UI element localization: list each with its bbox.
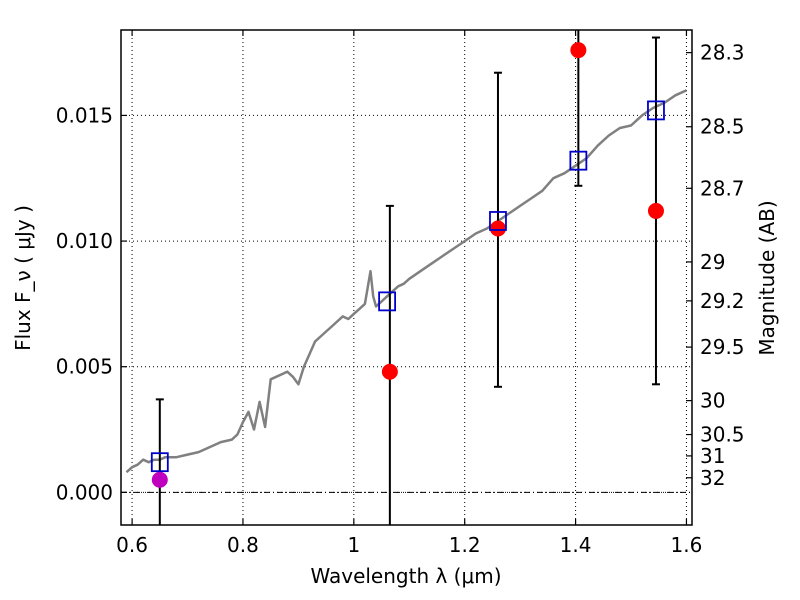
x-tick-label: 0.8 (227, 533, 259, 557)
data-point-square (569, 150, 588, 171)
y-tick-label: 0.010 (56, 229, 113, 253)
y-right-tick-label: 29 (700, 250, 725, 274)
y-right-tick-label: 28.3 (700, 41, 745, 65)
y-tick-label: 0.005 (56, 355, 113, 379)
data-point (381, 363, 398, 380)
x-tick-label: 1.2 (449, 533, 481, 557)
plot-frame (120, 29, 693, 526)
x-tick-label: 0.6 (116, 533, 148, 557)
y-axis-title: Flux F_ν ( μJy ) (11, 205, 35, 351)
grid-layer (121, 30, 692, 525)
y-right-tick-label: 30.5 (700, 423, 745, 447)
data-point-square (489, 211, 507, 231)
y-right-tick-label: 28.5 (700, 115, 745, 139)
x-axis-title: Wavelength λ (μm) (310, 564, 501, 588)
data-point (151, 471, 168, 488)
x-tick-label: 1 (347, 533, 360, 557)
y-right-tick-label: 29.5 (700, 335, 745, 359)
y-right-tick-label: 32 (700, 466, 725, 490)
y-right-tick-label: 30 (700, 389, 725, 413)
marker-layer (150, 42, 665, 488)
data-point-square (647, 100, 665, 121)
tick-label-layer: 0.6 0.8 1 1.2 1.4 1.6 0.000 0.005 0.010 0.015 28.3… (56, 41, 745, 557)
x-tick-label: 1.6 (671, 533, 703, 557)
y-tick-label: 0.015 (56, 103, 113, 127)
data-point-square (150, 452, 169, 473)
data-point (570, 42, 587, 59)
sed-model-line (125, 89, 688, 474)
tick-layer (121, 30, 692, 525)
sed-model-layer (125, 89, 688, 474)
y-right-tick-label: 29.2 (700, 289, 745, 313)
y-right-tick-label: 28.7 (700, 176, 745, 200)
data-point (647, 202, 664, 219)
data-point-square (378, 291, 396, 312)
data-point (489, 220, 506, 237)
y-right-tick-label: 31 (700, 444, 725, 468)
y-tick-label: 0.000 (56, 480, 113, 504)
x-tick-label: 1.4 (560, 533, 592, 557)
y-right-axis-title: Magnitude (AB) (755, 200, 779, 355)
